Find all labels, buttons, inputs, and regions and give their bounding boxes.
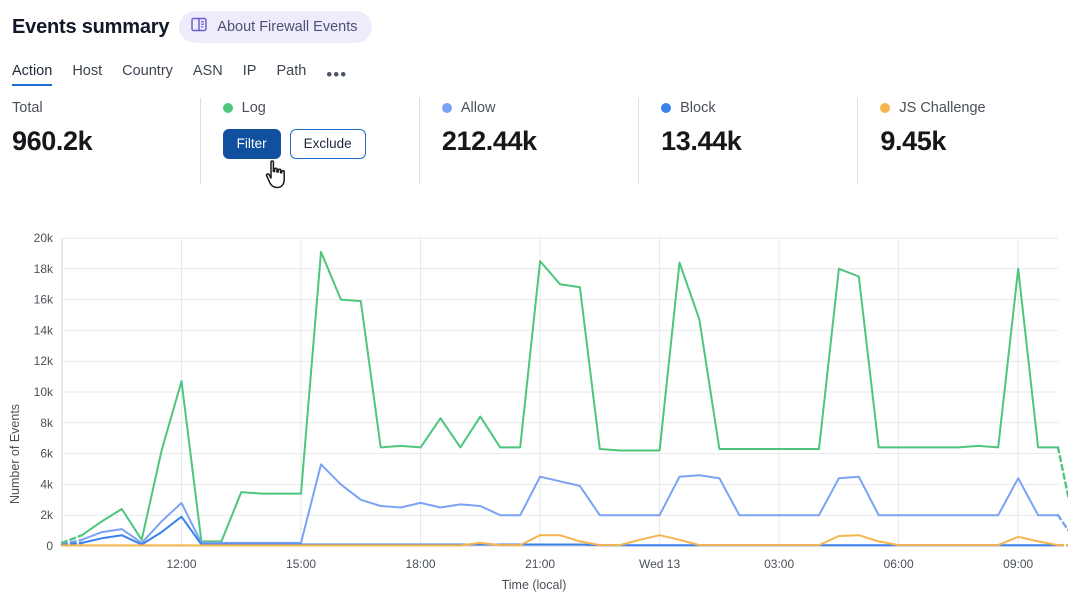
y-axis-tick-label: 18k: [34, 262, 54, 276]
stat-log-label: Log: [241, 100, 266, 116]
stat-log-label-line: Log: [222, 98, 395, 118]
stat-js-challenge-label-line: JS Challenge: [880, 98, 1044, 118]
chart-line-js-challenge: [61, 534, 1059, 547]
y-axis-tick-label: 14k: [34, 323, 54, 337]
filter-button[interactable]: Filter: [222, 129, 281, 160]
tab-path[interactable]: Path: [276, 62, 307, 79]
y-axis-tick-label: 20k: [34, 231, 54, 245]
about-pill-label: About Firewall Events: [217, 19, 358, 35]
stat-total-label-line: Total: [12, 98, 176, 118]
stat-block-label: Block: [680, 100, 716, 116]
stat-total: Total 960.2k: [12, 98, 200, 184]
tab-host[interactable]: Host: [72, 62, 103, 79]
page-header: Events summary About Firewall Events: [0, 0, 1068, 44]
stat-js-challenge-value: 9.45k: [880, 126, 946, 156]
y-axis-tick-label: 8k: [40, 416, 54, 430]
chart-line-partial-head-log: [60, 534, 84, 545]
y-axis-tick-label: 4k: [40, 477, 54, 491]
tab-ip[interactable]: IP: [242, 62, 257, 79]
x-axis-tick-label: 06:00: [884, 557, 914, 568]
stat-allow: Allow 212.44k: [418, 98, 638, 184]
x-axis-title: Time (local): [501, 578, 567, 592]
y-axis-tick-label: 6k: [40, 447, 54, 461]
tab-country[interactable]: Country: [122, 62, 173, 79]
x-axis-tick-label: 18:00: [406, 557, 436, 568]
tabs-overflow-button[interactable]: •••: [326, 65, 348, 85]
stat-log: Log Filter Exclude: [199, 98, 419, 184]
chart-line-partial-tail-log: [1056, 446, 1068, 502]
chart-line-allow: [80, 463, 1059, 544]
y-axis-title: Number of Events: [8, 403, 22, 504]
stat-js-challenge: JS Challenge 9.45k: [857, 98, 1068, 184]
stat-total-label: Total: [12, 100, 43, 116]
book-icon: [191, 17, 208, 37]
legend-dot-allow: [441, 103, 452, 113]
chart-line-log: [80, 250, 1059, 543]
legend-dot-js-challenge: [880, 103, 891, 113]
x-axis-tick-label: 09:00: [1003, 557, 1033, 568]
page-title: Events summary: [12, 15, 170, 38]
y-axis-tick-label: 2k: [40, 508, 54, 522]
tab-action[interactable]: Action: [12, 63, 53, 86]
events-summary-stats: Total 960.2k Log Filter Exclude Allow 21…: [0, 98, 1068, 184]
y-axis-tick-label: 12k: [34, 354, 54, 368]
stat-allow-label: Allow: [460, 100, 496, 116]
chart-canvas: 0 2k 4k 6k 8k 10k 12k 14k 16k 18k 20k 12:00 15:00 18:…: [34, 231, 1068, 571]
exclude-button[interactable]: Exclude: [289, 129, 366, 160]
y-axis-tick-label: 10k: [34, 385, 54, 399]
stat-block-value: 13.44k: [661, 126, 742, 156]
dimension-tabs: Action Host Country ASN IP Path •••: [0, 44, 1068, 86]
events-timeseries-chart: Number of Events Time (local) 0 2k 4k 6k 8k 1…: [0, 218, 1068, 598]
tab-asn[interactable]: ASN: [192, 62, 223, 79]
x-axis-tick-label: Wed 13: [639, 557, 680, 568]
x-axis-tick-label: 12:00: [167, 557, 197, 568]
log-action-buttons: Filter Exclude: [222, 129, 395, 160]
y-axis-tick-label: 16k: [34, 293, 54, 307]
y-axis-tick-label: 0: [46, 539, 53, 553]
x-axis-tick-label: 03:00: [764, 557, 794, 568]
chart-line-partial-tail-allow: [1056, 514, 1068, 533]
legend-dot-block: [661, 103, 672, 113]
x-axis-tick-label: 15:00: [286, 557, 316, 568]
legend-dot-log: [222, 103, 233, 113]
stat-block: Block 13.44k: [638, 98, 857, 184]
x-axis-tick-label: 21:00: [525, 557, 555, 568]
stat-allow-label-line: Allow: [441, 98, 614, 118]
stat-total-value: 960.2k: [12, 126, 93, 156]
stat-js-challenge-label: JS Challenge: [899, 100, 986, 116]
stat-block-label-line: Block: [661, 98, 833, 118]
chart-line-block: [80, 515, 1059, 547]
about-firewall-events-pill[interactable]: About Firewall Events: [179, 11, 372, 43]
stat-allow-value: 212.44k: [441, 126, 537, 156]
